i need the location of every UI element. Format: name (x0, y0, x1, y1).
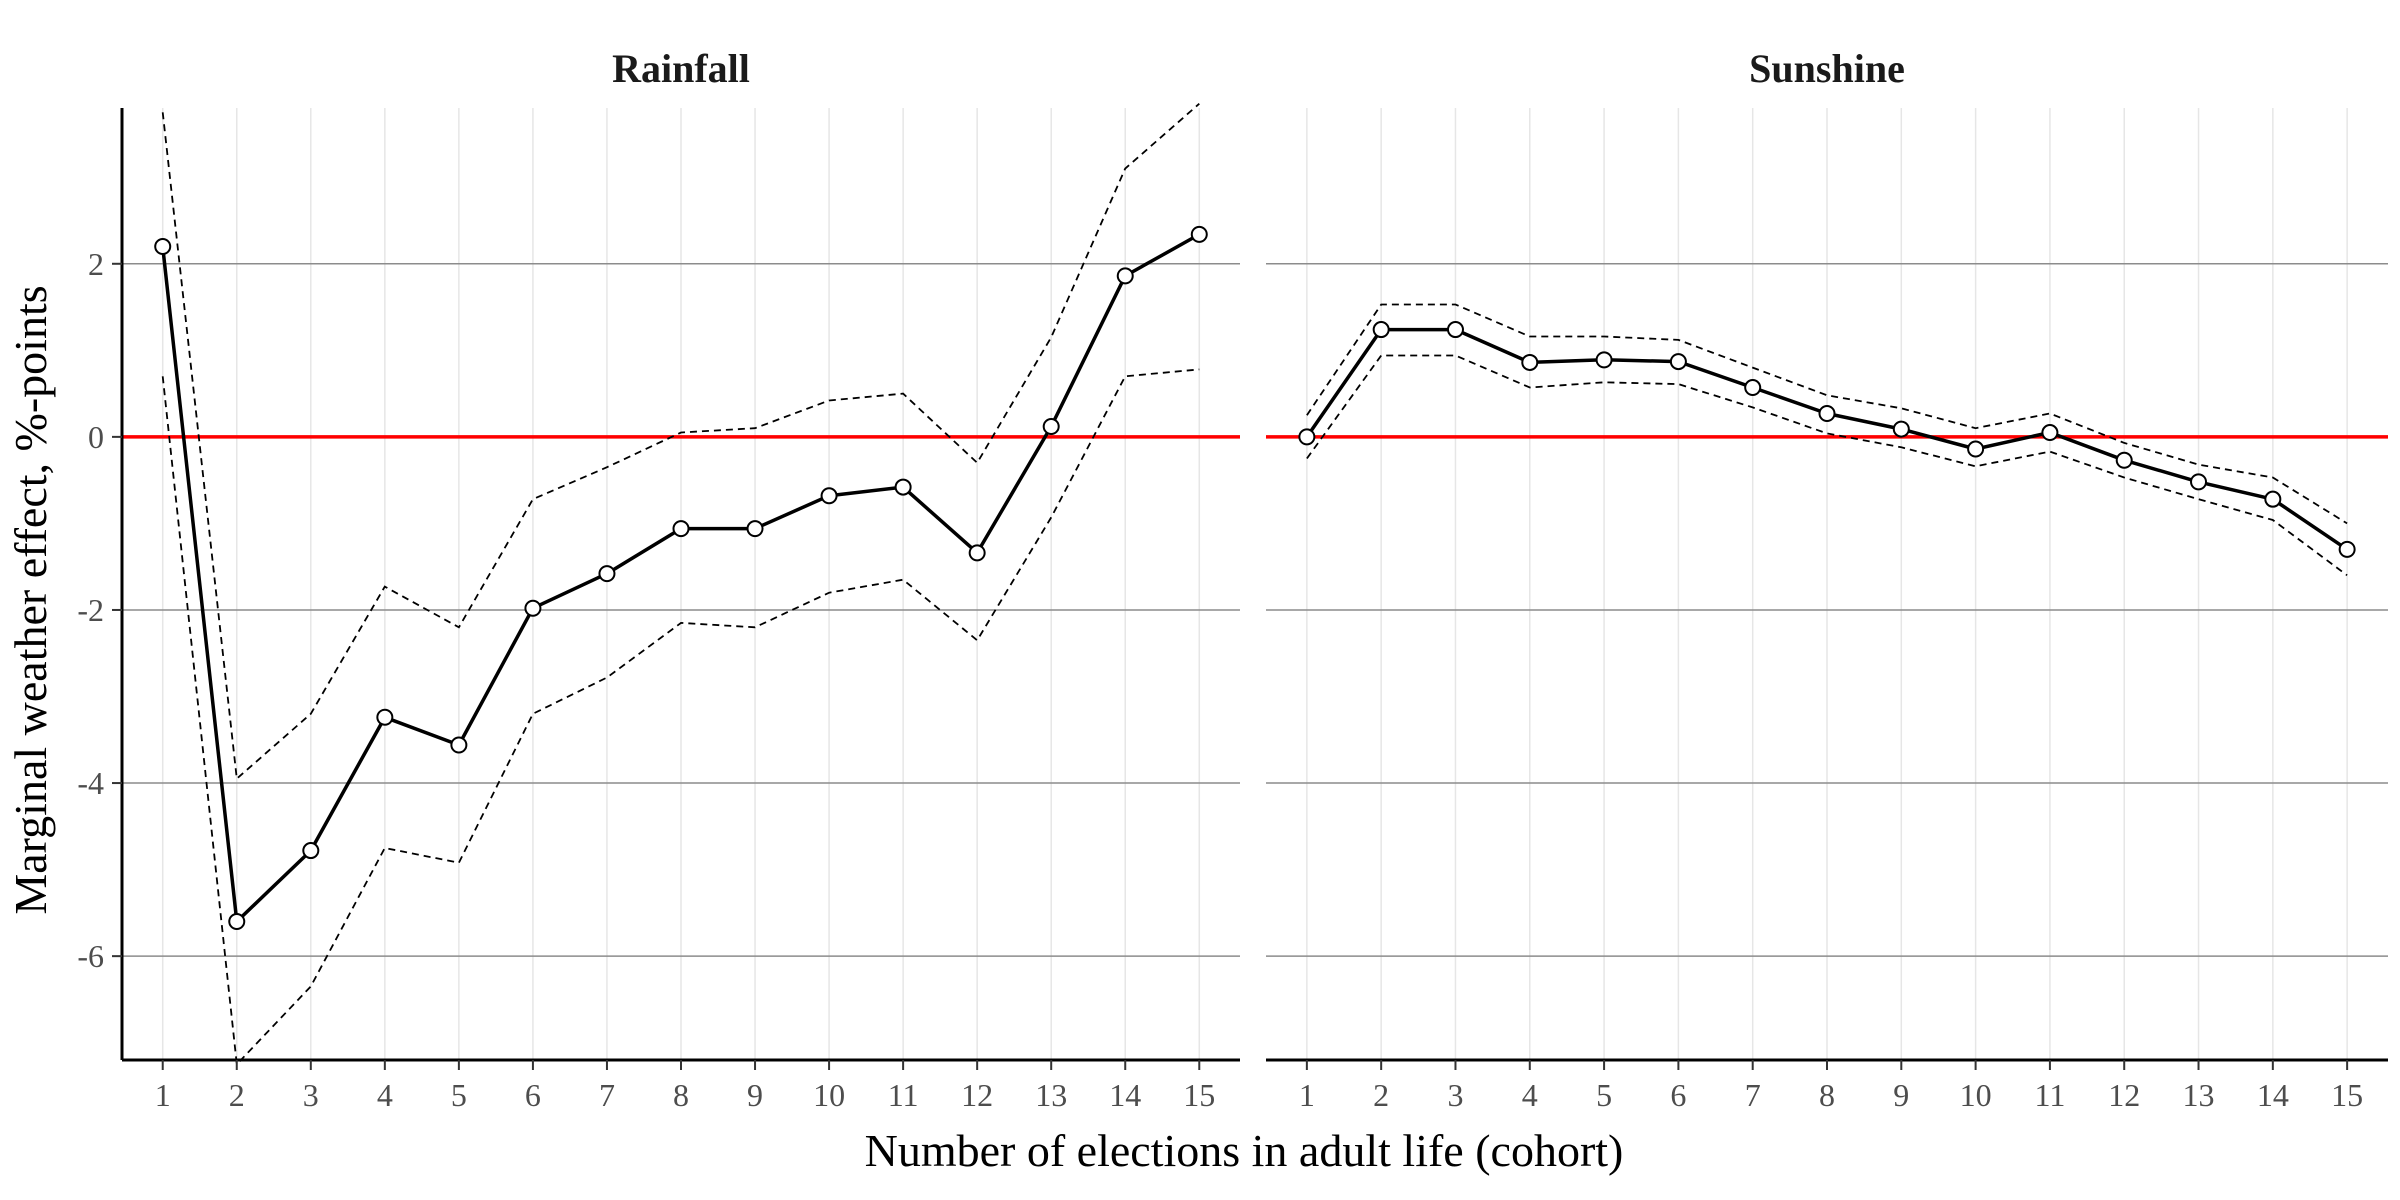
x-tick-label: 5 (1596, 1077, 1612, 1113)
estimate-point (524, 599, 542, 617)
estimate-point (2115, 451, 2133, 469)
upper-bound-line (161, 103, 1200, 781)
x-tick-label: 3 (303, 1077, 319, 1113)
x-axis-title: Number of elections in adult life (cohor… (865, 1125, 1624, 1176)
x-tick-label: 3 (1447, 1077, 1463, 1113)
y-axis-title: Marginal weather effect, %-points (5, 285, 56, 914)
estimate-point (1595, 351, 1613, 369)
x-tick-label: 10 (1960, 1077, 1992, 1113)
x-tick-label: 12 (2108, 1077, 2140, 1113)
y-tick-label: -6 (77, 938, 104, 974)
panel-title-sunshine: Sunshine (1749, 46, 1905, 91)
x-tick-label: 5 (451, 1077, 467, 1113)
x-tick-label: 10 (813, 1077, 845, 1113)
x-tick-label: 9 (1893, 1077, 1909, 1113)
x-tick-label: 8 (1819, 1077, 1835, 1113)
estimate-point (1892, 420, 1910, 438)
estimate-point (228, 913, 246, 931)
x-tick-label: 2 (1373, 1077, 1389, 1113)
x-tick-label: 4 (1522, 1077, 1538, 1113)
x-tick-label: 8 (673, 1077, 689, 1113)
estimate-point (598, 565, 616, 583)
lower-bound-line (1306, 354, 2348, 577)
estimate-point (450, 736, 468, 754)
estimate-point (1446, 321, 1464, 339)
x-tick-label: 7 (1745, 1077, 1761, 1113)
estimate-point (968, 544, 986, 562)
x-tick-label: 4 (377, 1077, 393, 1113)
x-tick-label: 14 (2257, 1077, 2289, 1113)
estimate-point (894, 478, 912, 496)
estimate-point (302, 842, 320, 860)
x-tick-label: 6 (1670, 1077, 1686, 1113)
estimate-point (1669, 353, 1687, 371)
x-tick-label: 7 (599, 1077, 615, 1113)
x-tick-label: 1 (1299, 1077, 1315, 1113)
y-tick-label: 2 (88, 246, 104, 282)
x-tick-label: 11 (888, 1077, 919, 1113)
estimate-point (376, 708, 394, 726)
y-tick-label: -4 (77, 765, 104, 801)
panel-title-rainfall: Rainfall (612, 46, 750, 91)
estimate-point (2338, 540, 2356, 558)
y-tick-label: -2 (77, 592, 104, 628)
estimate-point (1967, 440, 1985, 458)
lower-bound-line (161, 368, 1200, 1067)
x-tick-label: 15 (1183, 1077, 1215, 1113)
estimate-point (1042, 417, 1060, 435)
estimate-point (1190, 225, 1208, 243)
y-tick-label: 0 (88, 419, 104, 455)
x-tick-label: 6 (525, 1077, 541, 1113)
estimate-point (1744, 379, 1762, 397)
estimate-point (672, 520, 690, 538)
estimate-point (1372, 321, 1390, 339)
estimate-point (1116, 267, 1134, 285)
estimate-point (1818, 405, 1836, 423)
estimate-point (2264, 490, 2282, 508)
x-tick-label: 11 (2035, 1077, 2066, 1113)
estimate-point (154, 237, 172, 255)
estimate-point (820, 487, 838, 505)
x-tick-label: 15 (2331, 1077, 2363, 1113)
x-tick-label: 13 (2183, 1077, 2215, 1113)
estimate-point (1521, 353, 1539, 371)
x-tick-label: 13 (1035, 1077, 1067, 1113)
x-tick-label: 12 (961, 1077, 993, 1113)
x-tick-label: 2 (229, 1077, 245, 1113)
estimate-point (2041, 424, 2059, 442)
estimate-point (2190, 473, 2208, 491)
x-tick-label: 1 (155, 1077, 171, 1113)
x-tick-label: 9 (747, 1077, 763, 1113)
upper-bound-line (1306, 303, 2348, 525)
x-tick-label: 14 (1109, 1077, 1141, 1113)
estimate-point (1298, 428, 1316, 446)
estimate-point (746, 520, 764, 538)
